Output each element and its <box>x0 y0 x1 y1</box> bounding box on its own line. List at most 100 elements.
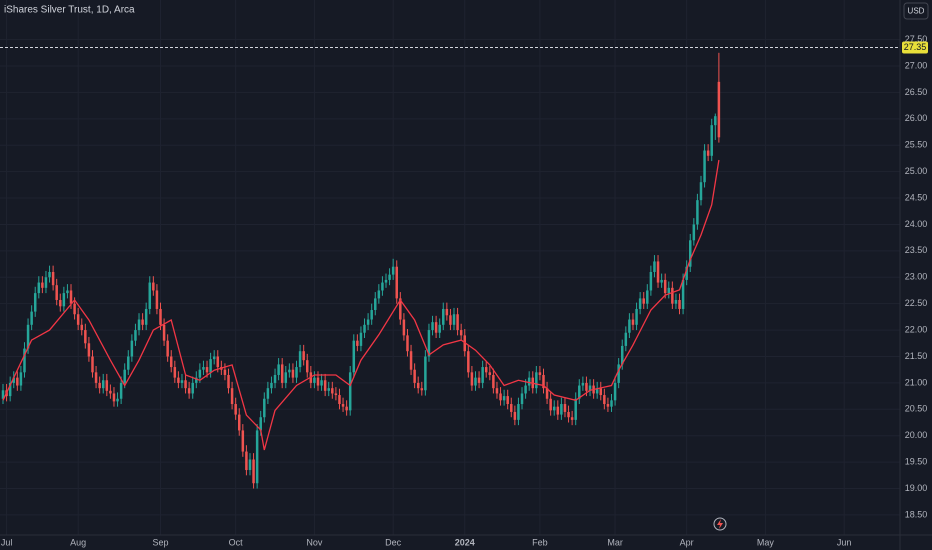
candle-body <box>381 282 384 291</box>
candle-body <box>195 377 198 383</box>
x-tick-label: Dec <box>385 537 402 547</box>
last-price-box <box>902 41 928 54</box>
x-tick-label: Mar <box>607 537 623 547</box>
candle-body <box>688 240 692 267</box>
candle-body <box>556 406 560 415</box>
candle-body <box>280 364 284 383</box>
candle-body <box>323 380 327 391</box>
candle-body <box>227 374 230 389</box>
candle-body <box>94 372 98 383</box>
candle-body <box>80 324 84 331</box>
candle-body <box>671 287 674 304</box>
candle-body <box>459 330 463 336</box>
candle-body <box>366 319 370 325</box>
candle-body <box>255 430 259 484</box>
candle-body <box>166 340 169 357</box>
currency-button[interactable] <box>903 2 929 20</box>
candle-body <box>699 182 703 201</box>
candle-body <box>345 406 348 411</box>
candle-body <box>388 274 391 280</box>
candle-body <box>273 374 277 383</box>
candle-body <box>710 125 713 156</box>
candle-body <box>259 417 262 431</box>
y-tick-label: 19.00 <box>905 483 928 493</box>
candle-body <box>44 277 48 288</box>
x-tick-label: 2024 <box>455 537 475 547</box>
candle-body <box>248 459 252 471</box>
candle-body <box>169 356 173 368</box>
candle-body <box>48 271 51 278</box>
candle-body <box>198 369 202 378</box>
candle-body <box>205 367 209 373</box>
candle-body <box>552 406 556 411</box>
candle-body <box>406 335 409 352</box>
candle-body <box>624 332 628 346</box>
candle-body <box>567 411 570 418</box>
candle-body <box>73 303 76 315</box>
candle-body <box>667 287 671 294</box>
candle-body <box>341 404 345 407</box>
candle-body <box>152 282 155 291</box>
y-tick-label: 26.00 <box>905 113 928 123</box>
y-tick-label: 26.50 <box>905 87 928 97</box>
candle-body <box>320 380 323 386</box>
candle-body <box>191 382 194 394</box>
candle-body <box>130 340 134 357</box>
last-price-label: 27.35 <box>904 42 927 52</box>
candle-body <box>638 298 642 309</box>
candle-body <box>628 319 631 333</box>
candle-body <box>295 367 298 378</box>
candle-body <box>703 150 706 183</box>
marks <box>1 52 721 489</box>
candle-body <box>549 398 552 411</box>
candle-body <box>8 382 12 397</box>
candle-body <box>434 322 438 333</box>
x-tick-label: May <box>757 537 775 547</box>
y-tick-label: 25.50 <box>905 140 928 150</box>
candle-body <box>252 459 255 484</box>
candle-body <box>245 451 248 471</box>
candle-body <box>502 396 506 401</box>
candle-body <box>570 417 574 420</box>
y-tick-label: 19.50 <box>905 456 928 466</box>
x-tick-label: Nov <box>306 537 323 547</box>
candle-body <box>302 351 305 361</box>
candle-body <box>510 404 513 412</box>
y-tick-label: 27.00 <box>905 60 928 70</box>
candle-body <box>144 308 148 325</box>
candle-body <box>663 279 667 294</box>
candle-body <box>12 377 15 383</box>
candle-body <box>427 330 431 357</box>
x-tick-label: Oct <box>229 537 244 547</box>
y-tick-label: 23.00 <box>905 272 928 282</box>
candle-body <box>91 356 94 373</box>
y-tick-label: 22.50 <box>905 298 928 308</box>
candle-body <box>681 279 685 309</box>
candle-body <box>370 310 373 320</box>
candle-body <box>359 332 363 346</box>
candle-body <box>416 382 420 389</box>
candle-body <box>581 382 585 386</box>
candle-body <box>578 385 581 399</box>
candle-body <box>384 279 388 283</box>
candle-body <box>177 377 180 383</box>
candle-body <box>399 298 402 320</box>
candle-body <box>162 324 166 341</box>
candle-body <box>674 299 678 304</box>
candle-body <box>438 324 441 333</box>
candle-body <box>424 356 427 391</box>
candle-body <box>692 224 696 241</box>
candle-body <box>212 356 216 360</box>
candle-body <box>338 395 341 405</box>
candle-body <box>696 200 699 225</box>
currency-label[interactable]: USD <box>908 7 925 16</box>
candle-body <box>517 404 520 420</box>
candle-body <box>610 400 613 407</box>
candle-body <box>234 404 237 415</box>
candle-body <box>331 388 334 394</box>
candle-body <box>159 308 162 325</box>
candle-body <box>520 393 524 405</box>
x-tick-label: Jun <box>837 537 852 547</box>
candle-body <box>33 293 37 312</box>
